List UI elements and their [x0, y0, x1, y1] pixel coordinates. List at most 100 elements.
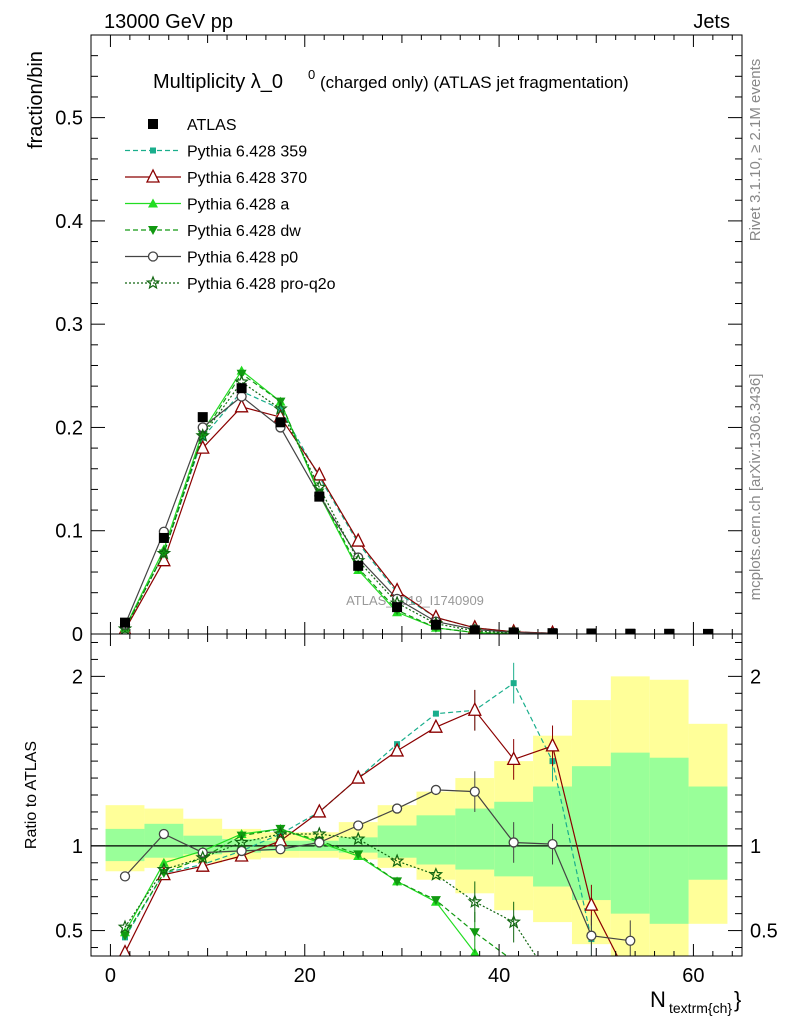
ratio-point-pp0	[430, 784, 442, 796]
legend-marker-pa	[148, 198, 158, 208]
main-title: Multiplicity λ_0 0 (charged only) (ATLAS…	[153, 67, 629, 93]
header-right: Jets	[693, 11, 730, 33]
band-inner	[455, 808, 495, 870]
legend-marker-p370	[145, 168, 161, 183]
ratio-point-p370	[428, 718, 443, 733]
ratio-point-pp0	[119, 871, 131, 882]
main-point-atlas	[275, 417, 286, 428]
ratio-point-pq2o	[506, 914, 521, 929]
main-point-pp0	[197, 422, 208, 433]
ratio-frame	[90, 633, 743, 957]
main-point-atlas	[586, 628, 597, 634]
main-point-pp0	[236, 391, 247, 402]
ratio-point-pdw	[469, 928, 480, 938]
band-inner	[610, 752, 650, 914]
ratio-point-pp0	[547, 838, 558, 850]
main-ytick-label: 0.1	[55, 521, 83, 543]
title-prefix: Multiplicity λ_0	[153, 71, 283, 93]
watermark: ATLAS_2019_I1740909	[346, 593, 484, 608]
ratio-ytick-label: 2	[72, 666, 83, 688]
main-point-atlas	[392, 602, 403, 613]
ratio-ytick-label-right: 2	[750, 666, 761, 688]
ratio-point-pp0	[391, 803, 403, 814]
main-data	[117, 365, 713, 634]
ratio-point-pq2o	[195, 850, 210, 864]
band-inner	[377, 825, 417, 858]
ratio-point-p370	[119, 944, 131, 956]
band-inner	[416, 815, 456, 865]
legend-label-atlas: ATLAS	[187, 117, 237, 134]
legend-label-pa: Pythia 6.428 a	[187, 197, 289, 214]
main-point-atlas	[625, 628, 636, 634]
ratio-ytick-label-right: 0.5	[750, 921, 778, 943]
main-point-pq2o	[195, 428, 210, 442]
main-point-pq2o	[156, 545, 172, 560]
ratio-point-pp0	[236, 845, 247, 857]
ratio-point-pdw	[392, 877, 403, 887]
xlabel-close: }	[734, 987, 741, 1012]
main-line-p359	[124, 390, 553, 634]
ratio-point-p370	[312, 803, 327, 818]
main-point-atlas	[353, 560, 364, 571]
ratio-data	[91, 662, 742, 986]
x-tick-label: 40	[488, 965, 510, 987]
ratio-point-pp0	[158, 828, 170, 840]
main-point-atlas	[469, 625, 480, 634]
ratio-point-pq2o	[467, 894, 483, 908]
legend-marker-pdw	[148, 226, 158, 235]
ratio-point-p370	[195, 857, 210, 872]
ratio-point-p359	[432, 710, 439, 717]
main-point-atlas	[314, 491, 325, 502]
ratio-point-p370	[624, 974, 636, 986]
main-point-atlas	[197, 412, 208, 423]
band-inner	[649, 757, 689, 924]
main-point-atlas	[664, 628, 675, 634]
header-left: 13000 GeV pp	[104, 11, 233, 33]
legend: ATLAS Pythia 6.428 359 Pythia 6.428 370 Pyt…	[125, 117, 336, 293]
ratio-line-pp0	[124, 789, 631, 942]
main-point-atlas	[547, 628, 558, 634]
band-inner	[105, 828, 145, 862]
main-line-pq2o	[124, 381, 514, 634]
ratio-point-p370	[467, 701, 482, 716]
ratio-point-pq2o	[312, 826, 327, 841]
main-point-atlas	[430, 619, 441, 630]
ratio-point-pq2o	[547, 975, 558, 986]
main-point-pdw	[236, 369, 247, 379]
x-tick-label: 60	[682, 965, 704, 987]
main-point-p370	[351, 532, 366, 547]
band-inner	[688, 786, 728, 880]
main-ylabel: fraction/bin	[25, 51, 47, 149]
ratio-line-pa	[124, 828, 476, 953]
band-inner	[571, 766, 611, 901]
main-point-p370	[195, 439, 210, 454]
ratio-point-pq2o	[273, 826, 288, 841]
legend-label-pp0: Pythia 6.428 p0	[187, 250, 298, 267]
band-inner	[183, 835, 223, 855]
main-ytick-label: 0.5	[55, 108, 83, 130]
ratio-point-pdw	[430, 896, 441, 906]
ratio-point-pq2o	[117, 919, 133, 934]
main-line-p370	[124, 406, 553, 634]
main-line-pp0	[124, 395, 553, 634]
ratio-line-p370	[124, 709, 619, 956]
main-point-atlas	[702, 628, 713, 634]
legend-marker-p359	[150, 147, 156, 154]
legend-marker-pp0	[147, 251, 159, 262]
ratio-point-p359	[510, 680, 517, 687]
main-ytick-label: 0.3	[55, 314, 83, 336]
main-point-atlas	[508, 627, 519, 634]
ratio-point-pq2o	[428, 867, 444, 881]
legend-marker-atlas	[148, 119, 158, 129]
x-tick-label: 0	[105, 965, 116, 987]
main-point-pq2o	[273, 401, 288, 416]
main-ytick-label: 0	[72, 624, 83, 646]
xlabel-sub: textrm{ch}	[669, 1000, 732, 1016]
x-axis-label: N textrm{ch} }	[650, 987, 741, 1016]
title-superscript: 0	[308, 67, 315, 82]
legend-label-pq2o: Pythia 6.428 pro-q2o	[187, 276, 336, 293]
band-inner	[338, 837, 378, 853]
ratio-point-pp0	[275, 844, 286, 855]
ratio-panel: 0.5 0.51 12 20 20 40 60	[55, 633, 778, 987]
